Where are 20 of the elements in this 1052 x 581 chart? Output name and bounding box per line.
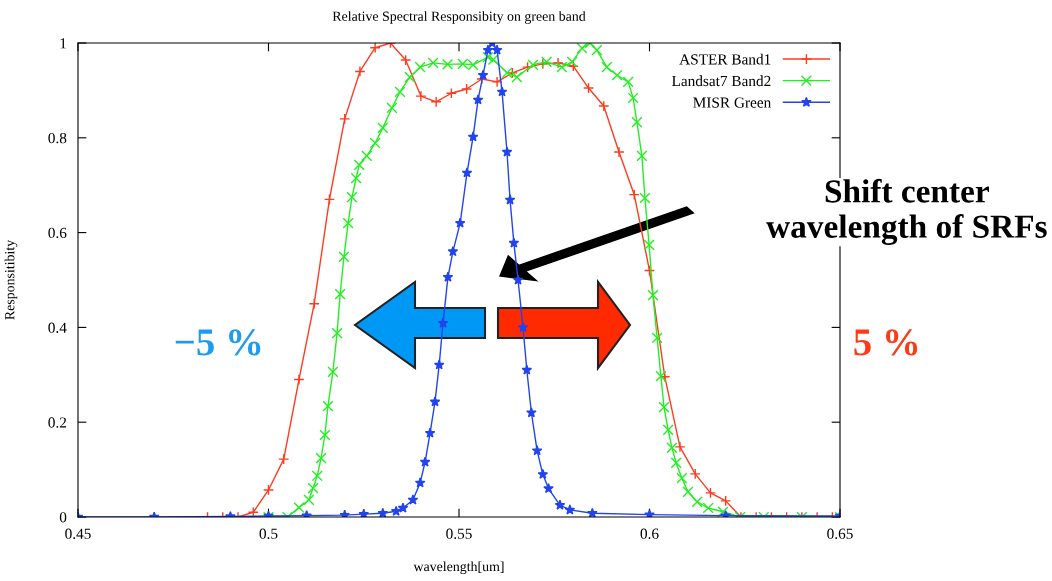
y-tick-label: 0.8 (48, 132, 67, 144)
legend-label: Landsat7 Band2 (671, 75, 771, 87)
annotation: Shift center wavelength of SRFs (766, 178, 1047, 245)
legend-label: MISR Green (693, 97, 772, 108)
x-tick-label: 0.55 (446, 528, 472, 539)
y-tick-label: 0 (59, 512, 67, 523)
legend-label: ASTER Band1 (679, 53, 771, 65)
y-tick-label: 0.4 (48, 322, 67, 333)
y-tick-label: 1 (60, 38, 66, 49)
x-tick-label: 0.65 (827, 528, 853, 539)
x-tick-label: 0.5 (259, 528, 278, 539)
text: 5 % (854, 329, 918, 356)
chart-title: Relative Spectral Responsibity on green band (332, 11, 586, 24)
y-axis-title: Responsitibity (4, 239, 18, 320)
x-tick-label: 0.6 (640, 528, 659, 539)
x-tick-label: 0.45 (65, 528, 91, 539)
annotation: −5 % (175, 329, 261, 356)
x-axis-title: wavelength[um] (413, 561, 504, 575)
y-tick-label: 0.2 (48, 417, 67, 428)
y-tick-label: 0.6 (48, 227, 67, 239)
